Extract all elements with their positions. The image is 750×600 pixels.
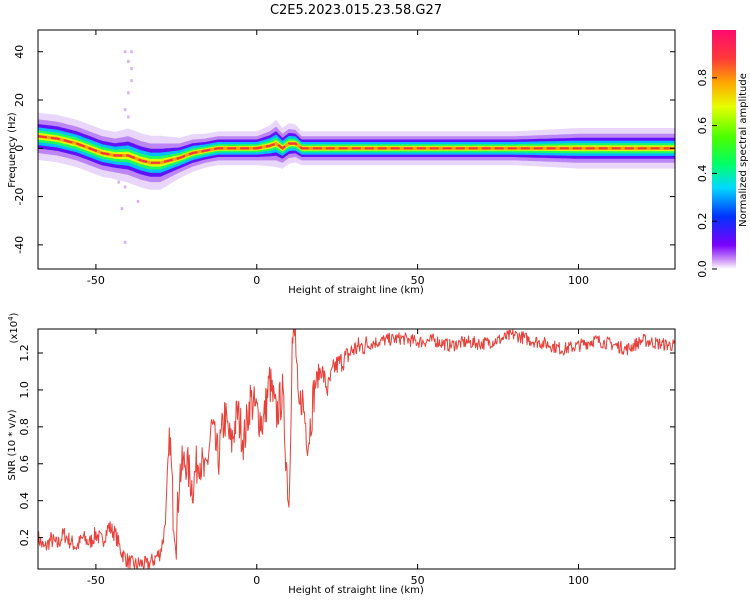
spectrogram-speckle xyxy=(123,240,127,244)
spectrogram-ridge-core xyxy=(38,135,675,164)
colorbar-ticks: 0.0 0.2 0.4 0.6 0.8 xyxy=(696,69,717,278)
snr-y-tick-label: 0.6 xyxy=(18,455,31,473)
spectrogram-x-tick-label: 0 xyxy=(253,274,260,287)
figure-title: C2E5.2023.015.23.58.G27 xyxy=(270,3,442,18)
spectrogram-x-tick-label: -50 xyxy=(87,274,105,287)
spectrogram-y-axis: -40 -20 0 20 40 xyxy=(13,45,675,254)
spectrogram-y-tick-label: 0 xyxy=(13,145,26,152)
snr-y-multiplier: (x104) xyxy=(7,312,20,343)
snr-y-tick-label: 0.8 xyxy=(18,418,31,436)
spectrogram-speckle xyxy=(117,180,120,184)
spectrogram-frame xyxy=(37,29,676,270)
colorbar-tick-label: 0.4 xyxy=(696,165,709,183)
spectrogram-speckle xyxy=(136,199,140,203)
spectrogram-y-tick-label: 20 xyxy=(13,93,26,107)
spectrogram-speckle xyxy=(123,108,127,112)
snr-panel: -50 0 50 100 0.2 0.4 0.6 0.8 1.0 1.2 Height of s… xyxy=(7,312,676,596)
spectrogram-y-tick-label: 40 xyxy=(13,45,26,59)
snr-y-axis: 0.2 0.4 0.6 0.8 1.0 1.2 xyxy=(18,344,675,546)
spectrogram-x-tick-label: 50 xyxy=(411,274,425,287)
snr-x-tick-label: 100 xyxy=(568,574,589,587)
colorbar-tick-label: 0.0 xyxy=(696,260,709,278)
snr-frame xyxy=(37,328,676,570)
snr-y-tick-label: 0.2 xyxy=(18,529,31,547)
colorbar-tick-label: 0.8 xyxy=(696,69,709,87)
snr-x-axis: -50 0 50 100 xyxy=(87,329,589,587)
spectrogram-y-tick-label: -40 xyxy=(13,236,26,254)
snr-x-axis-label: Height of straight line (km) xyxy=(288,585,424,596)
snr-y-axis-label: SNR (10 * v/v) xyxy=(7,409,18,480)
snr-x-tick-label: 0 xyxy=(253,574,260,587)
snr-y-tick-label: 1.2 xyxy=(18,344,31,362)
colorbar-label: Normalized spectral amplitude xyxy=(738,73,749,227)
colorbar: 0.0 0.2 0.4 0.6 0.8 Normalized spectral ampl… xyxy=(696,30,749,278)
spectrogram-x-axis: -50 0 50 100 xyxy=(87,30,589,287)
spectrogram-x-axis-label: Height of straight line (km) xyxy=(288,285,424,296)
colorbar-tick-label: 0.6 xyxy=(696,117,709,135)
spectrogram-speckle xyxy=(130,67,133,71)
spectrogram-speckle xyxy=(130,50,133,54)
spectrogram-x-tick-label: 100 xyxy=(568,274,589,287)
spectrogram-speckle xyxy=(127,59,130,63)
spectrogram-speckle xyxy=(123,185,127,189)
spectrogram-speckle xyxy=(127,115,130,119)
snr-y-tick-label: 0.4 xyxy=(18,492,31,510)
colorbar-tick-label: 0.2 xyxy=(696,212,709,230)
spectrogram-speckle xyxy=(130,79,133,83)
snr-y-tick-label: 1.0 xyxy=(18,381,31,399)
spectrogram-y-axis-label: Frequency (Hz) xyxy=(7,112,18,188)
spectrogram-image xyxy=(38,50,675,244)
spectrogram-panel: -50 0 50 100 -40 -20 0 20 40 Height of straight… xyxy=(7,29,676,296)
snr-x-tick-label: -50 xyxy=(87,574,105,587)
spectrogram-speckle xyxy=(127,91,130,95)
snr-x-tick-label: 50 xyxy=(411,574,425,587)
snr-series-line xyxy=(38,329,675,569)
spectrogram-y-tick-label: -20 xyxy=(13,188,26,206)
spectrogram-speckle xyxy=(123,50,127,54)
spectrogram-speckle xyxy=(120,207,124,211)
colorbar-gradient xyxy=(712,30,736,269)
